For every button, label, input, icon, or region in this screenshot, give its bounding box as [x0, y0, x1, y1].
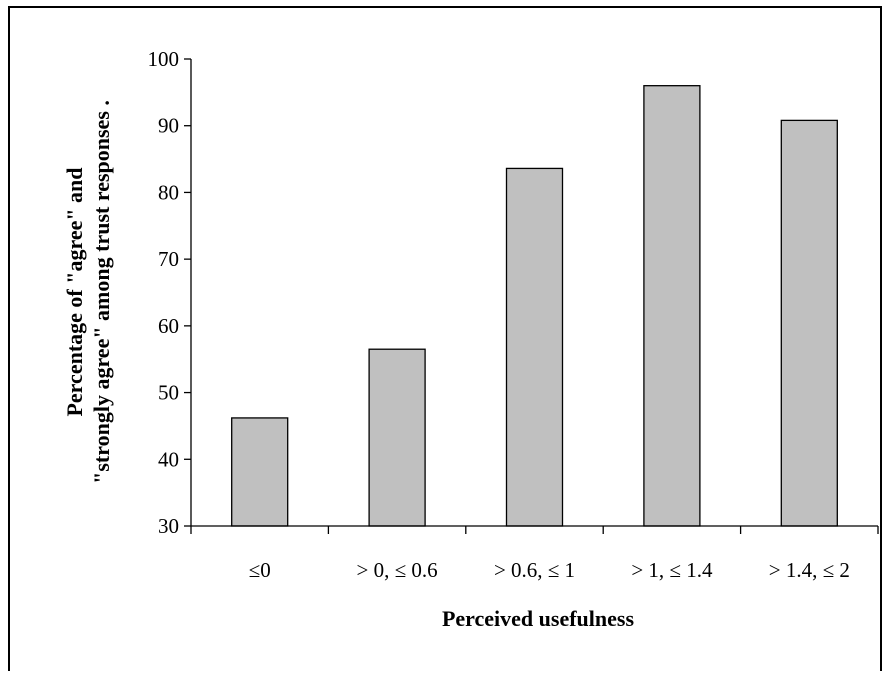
- bar-1: [368, 348, 426, 527]
- bar-2: [505, 167, 564, 527]
- x-tick-label-2: > 0.6, ≤ 1: [494, 558, 575, 582]
- y-axis-title-line-2: "strongly agree" among trust responses .: [89, 100, 114, 484]
- bar-3: [643, 85, 701, 527]
- y-tick-label-1: 40: [158, 447, 179, 471]
- y-tick-label-6: 90: [158, 114, 179, 138]
- bars-group: [231, 85, 838, 527]
- y-tick-label-7: 100: [148, 47, 180, 71]
- x-tick-label-4: > 1.4, ≤ 2: [769, 558, 850, 582]
- y-tick-label-3: 60: [158, 314, 179, 338]
- x-tick-labels: ≤0 > 0, ≤ 0.6 > 0.6, ≤ 1 > 1, ≤ 1.4 > 1.4, ≤…: [249, 558, 850, 582]
- y-tick-label-0: 30: [158, 514, 179, 538]
- y-tick-label-5: 80: [158, 180, 179, 204]
- x-tick-label-3: > 1, ≤ 1.4: [631, 558, 713, 582]
- axes-group: [184, 58, 879, 534]
- x-tick-label-1: > 0, ≤ 0.6: [357, 558, 438, 582]
- y-tick-labels: 30 40 50 60 70 80 90 100: [148, 47, 180, 538]
- y-axis-title-line-1: Percentage of "agree" and: [62, 167, 87, 416]
- y-tick-label-4: 70: [158, 247, 179, 271]
- chart-frame: [8, 6, 882, 671]
- bar-4: [780, 119, 838, 527]
- x-tick-label-0: ≤0: [249, 558, 271, 582]
- bar-0: [231, 417, 289, 527]
- y-tick-label-2: 50: [158, 381, 179, 405]
- x-axis-title: Perceived usefulness: [442, 606, 635, 631]
